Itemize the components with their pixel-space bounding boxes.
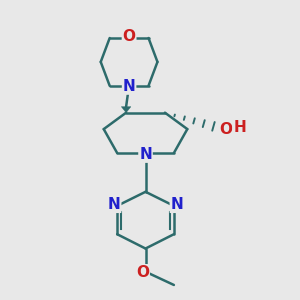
Polygon shape (121, 107, 131, 113)
Text: H: H (233, 120, 246, 135)
Text: N: N (139, 147, 152, 162)
Text: O: O (136, 265, 149, 280)
Text: N: N (170, 197, 183, 212)
Text: O: O (220, 122, 232, 136)
Text: O: O (123, 29, 136, 44)
Text: N: N (123, 79, 136, 94)
Text: N: N (108, 197, 121, 212)
